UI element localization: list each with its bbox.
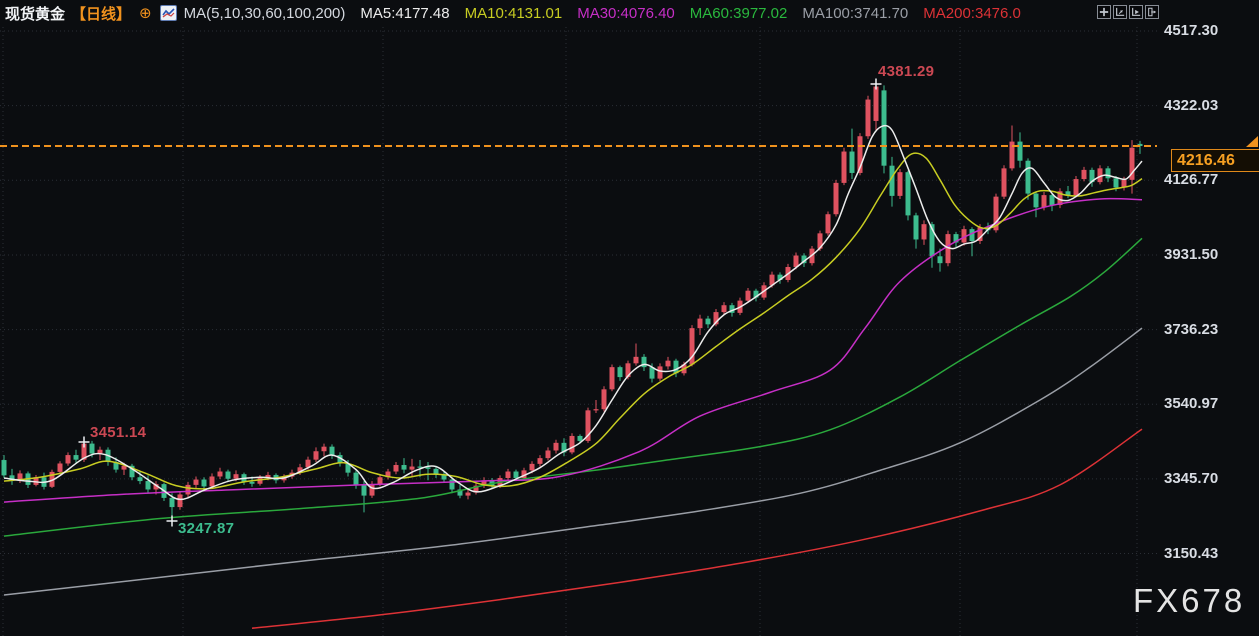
compare-icon[interactable]: ⊕ [139,4,152,22]
y-axis-label-5: 3540.97 [1164,395,1219,413]
y-axis-label-3: 3931.50 [1164,245,1219,263]
ma-line-ma30 [3,197,1143,503]
ma200-value: MA200:3476.0 [923,4,1021,22]
timeframe-label[interactable]: 【日线】 [71,5,132,23]
ma5-value: MA5:4177.48 [360,4,450,22]
y-axis-label-1: 4322.03 [1164,96,1219,114]
scale-pointer-icon[interactable] [1129,5,1143,19]
y-axis-label-6: 3345.70 [1164,469,1219,487]
chart-type-icon[interactable] [159,5,177,21]
ma60-value: MA60:3977.02 [689,4,788,22]
ma-line-ma200 [251,428,1143,629]
move-icon[interactable] [1097,5,1111,19]
annotation-peak-high: 4381.29 [878,63,935,80]
current-price-badge: 4216.46 [1171,149,1259,172]
y-axis-label-0: 4517.30 [1164,22,1219,39]
ma-line-ma10 [3,152,1143,490]
ma-line-ma60 [3,237,1143,537]
annotation-left-low: 3247.87 [178,520,235,537]
detach-icon[interactable] [1145,5,1159,19]
ma100-value: MA100:3741.70 [802,4,909,22]
y-axis-label-7: 3150.43 [1164,544,1219,562]
y-axis-label-2: 4126.77 [1164,171,1219,189]
symbol-name: 现货黄金 [5,5,66,23]
ma30-value: MA30:4076.40 [577,4,675,22]
current-price-arrow-icon [1246,136,1258,148]
ma-params-label: MA(5,10,30,60,100,200) [183,4,346,22]
watermark-fx678: FX678 [1133,582,1246,619]
scale-axis-icon[interactable] [1113,5,1127,19]
ma-line-ma5 [3,124,1143,501]
y-axis-label-4: 3736.23 [1164,320,1219,338]
ma-line-ma100 [3,327,1143,596]
annotation-left-high: 3451.14 [90,424,147,441]
chart-header: 现货黄金 【日线】 ⊕ MA(5,10,30,60,100,200) MA5:4… [0,0,1021,26]
chart-toolbar [1097,5,1159,19]
ma10-value: MA10:4131.01 [464,4,563,22]
